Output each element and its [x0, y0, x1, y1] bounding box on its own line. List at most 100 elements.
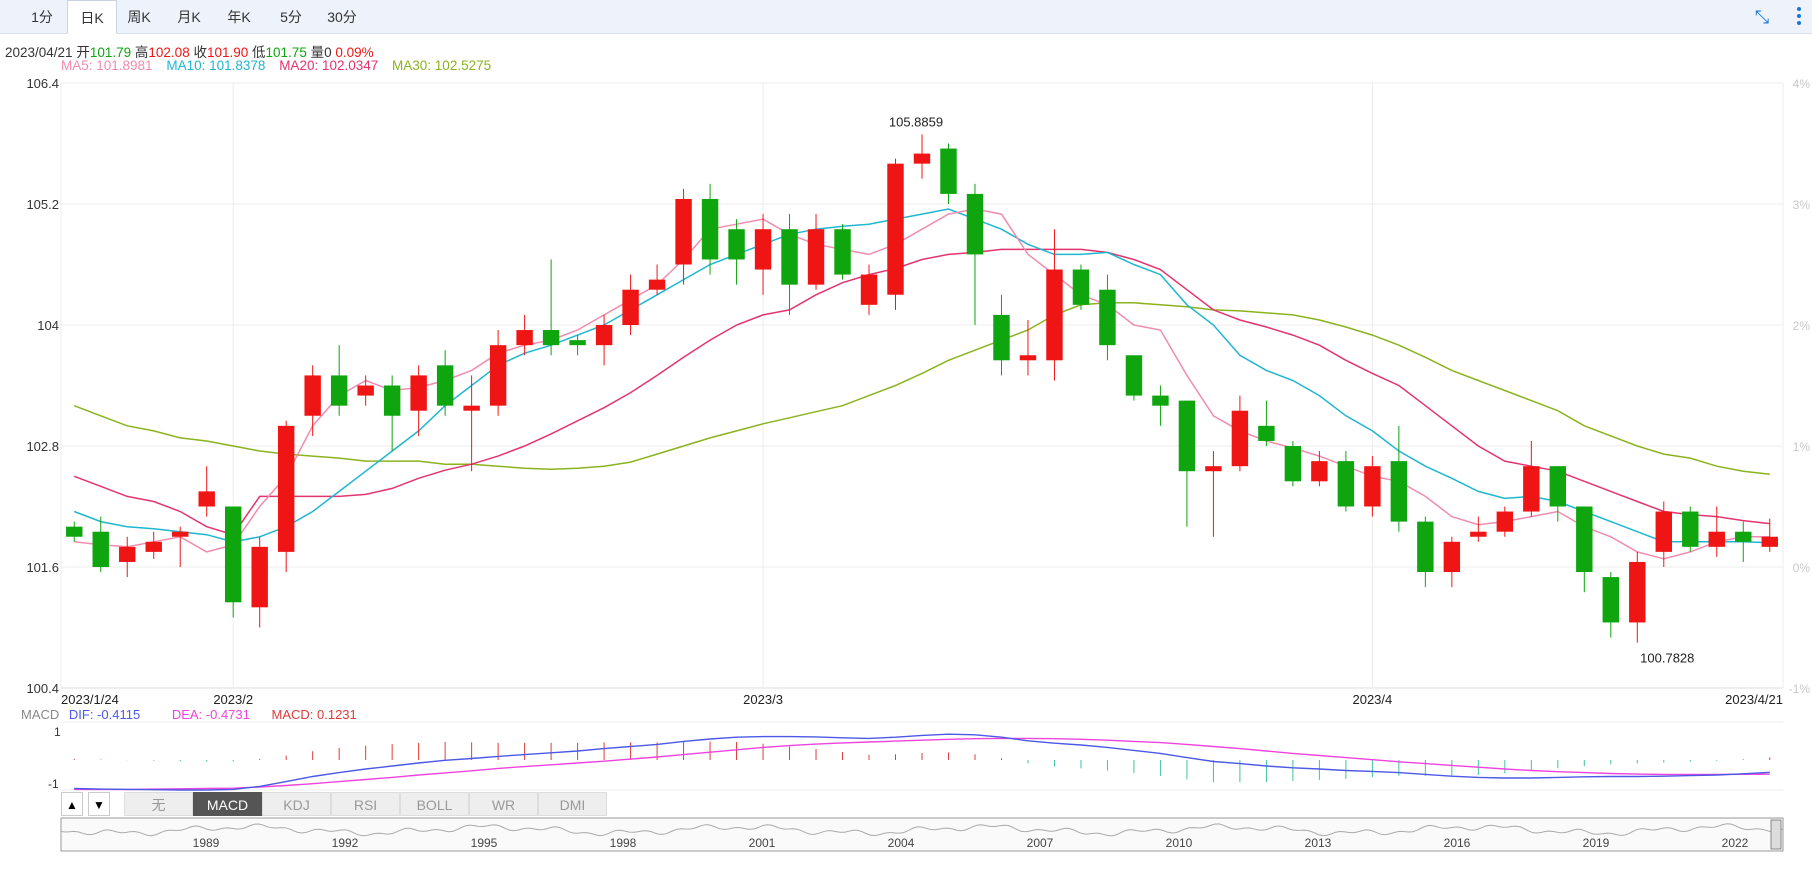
timeline-year-9: 2016 — [1444, 836, 1471, 850]
timeline-year-10: 2019 — [1583, 836, 1610, 850]
timeline-year-0: 1989 — [193, 836, 220, 850]
tab-2[interactable]: 周K — [127, 9, 151, 25]
candle-body-2 — [119, 546, 136, 562]
candle-body-63 — [1735, 531, 1752, 542]
menu-dots-icon[interactable] — [1792, 4, 1806, 30]
candle-body-6 — [224, 506, 242, 603]
candle-body-30 — [860, 274, 878, 305]
candle-body-8 — [277, 425, 295, 552]
candle-body-41 — [1152, 395, 1169, 406]
tab-4[interactable]: 年K — [227, 9, 251, 25]
ytick-1: 105.2 — [26, 197, 59, 212]
candle-body-13 — [410, 375, 427, 411]
navigator-frame — [60, 817, 1784, 852]
ma10-label: MA10: 101.8378 — [166, 58, 266, 73]
macd-ytick-bottom: -1 — [48, 777, 59, 791]
candle-body-62 — [1708, 531, 1725, 547]
candle-body-31 — [887, 163, 904, 295]
candle-body-32 — [913, 153, 931, 164]
candle-body-53 — [1470, 531, 1487, 537]
candle-body-43 — [1205, 466, 1222, 472]
candle-body-45 — [1258, 425, 1275, 441]
candle-body-38 — [1072, 269, 1090, 305]
indicator-tab-无[interactable]: 无 — [124, 792, 193, 816]
ma20-line — [73, 248, 1770, 536]
tab-6[interactable]: 30分 — [327, 9, 357, 25]
macd-dea: DEA: -0.4731 — [171, 707, 250, 722]
period-tabbar: 1分 日K 周K 月K 年K 5分 30分 ⤡ — [0, 0, 1812, 34]
candle-body-59 — [1629, 561, 1646, 623]
indicator-tab-dmi[interactable]: DMI — [538, 792, 607, 816]
collapse-icon[interactable]: ⤡ — [1754, 7, 1770, 27]
indicator-tab-kdj[interactable]: KDJ — [262, 792, 331, 816]
candle-body-25 — [728, 229, 745, 260]
ma5-line — [74, 208, 1770, 560]
tab-1[interactable]: 日K — [67, 0, 117, 34]
indicator-tab-macd[interactable]: MACD — [193, 792, 262, 816]
ytick-2: 104 — [37, 318, 59, 333]
navigator-line — [60, 823, 1784, 837]
ma30-line — [73, 302, 1770, 475]
candle-body-16 — [489, 345, 507, 406]
ohlc-info: 2023/04/21 开101.79 高102.08 收101.90 低101.… — [5, 41, 374, 61]
macd-ytick-top: 1 — [54, 725, 61, 739]
info-high-label: 高 — [134, 45, 149, 60]
candle-body-61 — [1682, 511, 1699, 547]
candle-body-23 — [675, 198, 692, 265]
info-date: 2023/04/21 — [5, 45, 73, 60]
macd-dif: DIF: -0.4115 — [68, 707, 141, 722]
tab-5[interactable]: 5分 — [280, 9, 302, 25]
indicator-tab-rsi[interactable]: RSI — [331, 792, 400, 816]
timeline-year-8: 2013 — [1305, 836, 1332, 850]
tab-0[interactable]: 1分 — [31, 9, 53, 25]
ytick-0: 106.4 — [26, 76, 59, 91]
candle-body-60 — [1655, 511, 1672, 552]
timeline-year-5: 2004 — [888, 836, 915, 850]
candle-body-58 — [1602, 577, 1620, 623]
indicator-down-button[interactable]: ▼ — [88, 792, 110, 816]
xtick-3: 2023/4 — [1352, 692, 1392, 707]
candle-body-39 — [1099, 289, 1116, 346]
candle-body-3 — [145, 541, 162, 552]
candle-body-37 — [1046, 269, 1063, 361]
info-vol-label: 量 — [310, 45, 325, 60]
candle-body-48 — [1337, 461, 1355, 507]
candle-body-28 — [807, 229, 825, 285]
indicator-tab-boll[interactable]: BOLL — [400, 792, 469, 816]
candle-body-55 — [1523, 466, 1540, 512]
candle-body-51 — [1417, 521, 1434, 573]
candle-body-19 — [569, 340, 586, 346]
candle-body-24 — [701, 198, 719, 260]
info-open: 101.79 — [89, 45, 132, 60]
navigator-handle — [1770, 819, 1782, 850]
indicator-tab-wr[interactable]: WR — [469, 792, 538, 816]
candle-body-4 — [172, 531, 189, 537]
candle-body-21 — [622, 289, 639, 325]
ytick-4: 101.6 — [26, 560, 59, 575]
macd-dif-line — [74, 733, 1770, 791]
ytick-5: 100.4 — [26, 681, 59, 696]
candle-body-36 — [1019, 355, 1037, 361]
pct-tick-0: 4% — [1793, 77, 1811, 91]
candle-body-26 — [754, 229, 772, 270]
info-vol: 0 — [324, 45, 332, 60]
pct-tick-3: 1% — [1793, 440, 1811, 454]
candle-body-29 — [834, 229, 851, 275]
candle-body-14 — [436, 365, 454, 406]
indicator-up-button[interactable]: ▲ — [61, 792, 83, 816]
macd-value: MACD: 0.1231 — [271, 707, 357, 722]
xtick-2: 2023/3 — [743, 692, 783, 707]
timeline-year-3: 1998 — [610, 836, 637, 850]
candle-body-9 — [304, 375, 321, 416]
xtick-0: 2023/1/24 — [61, 692, 119, 707]
tab-3[interactable]: 月K — [177, 9, 201, 25]
candle-body-46 — [1284, 446, 1302, 482]
candle-body-35 — [993, 314, 1010, 361]
pct-tick-5: -1% — [1789, 682, 1811, 696]
info-pct: 0.09% — [335, 45, 374, 60]
candle-body-11 — [357, 385, 374, 396]
ma-legend: MA5: 101.8981 MA10: 101.8378 MA20: 102.0… — [61, 58, 501, 73]
candle-body-18 — [542, 330, 560, 346]
timeline-year-1: 1992 — [332, 836, 359, 850]
